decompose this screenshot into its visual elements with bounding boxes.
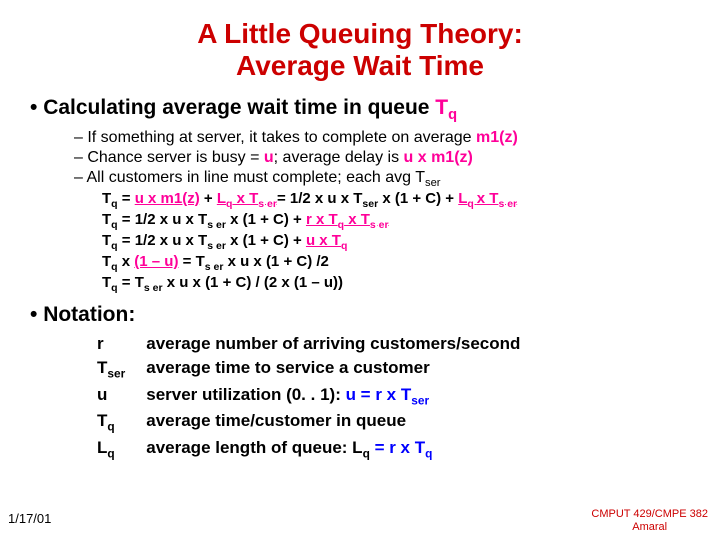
e4a: T — [102, 253, 111, 270]
sub3sub: ser — [425, 177, 441, 189]
slide-title: A Little Queuing Theory: Average Wait Ti… — [30, 18, 690, 82]
e2bs: s er — [207, 219, 226, 231]
e1k: x T — [477, 190, 499, 207]
sub-bullet-3: – All customers in line must complete; e… — [74, 168, 690, 190]
e4b: x — [118, 253, 135, 270]
ub: u = r x T — [346, 385, 412, 404]
sub1b: m1(z) — [476, 129, 518, 146]
row-tser: Tser average time to service a customer — [96, 357, 538, 381]
footer-course: CMPUT 429/CMPE 382 Amaral — [591, 508, 708, 534]
e5c: x u x (1 + C) / (2 x (1 – u)) — [163, 274, 343, 291]
e1js: q — [467, 198, 476, 210]
eq5: Tq = Ts er x u x (1 + C) / (2 x (1 – u)) — [102, 274, 690, 295]
lqb: = r x T — [375, 438, 426, 457]
lq-s: q — [107, 446, 114, 460]
eq1: Tq = u x m1(z) + Lq x Ts er= 1/2 x u x T… — [102, 190, 690, 211]
author: Amaral — [632, 521, 667, 533]
e1d: u x m1(z) — [135, 190, 200, 207]
row-lq: Lq average length of queue: Lq = r x Tq — [96, 437, 538, 461]
slide: A Little Queuing Theory: Average Wait Ti… — [0, 0, 720, 540]
def-tser: average time to service a customer — [145, 357, 538, 381]
notation-table: r average number of arriving customers/s… — [94, 331, 540, 463]
sym-u: u — [96, 384, 143, 408]
eq3: Tq = 1/2 x u x Ts er x (1 + C) + u x Tq — [102, 232, 690, 253]
sym-tser: Tser — [96, 357, 143, 381]
row-r: r average number of arriving customers/s… — [96, 333, 538, 355]
e1hs: ser — [362, 198, 378, 210]
bullet-calc: • Calculating average wait time in queue… — [30, 96, 690, 123]
def-lq: average length of queue: Lq = r x Tq — [145, 437, 538, 461]
e2e: x T — [344, 211, 370, 228]
e2c: x (1 + C) + — [226, 211, 306, 228]
tser-s: ser — [107, 367, 125, 381]
lqbs: q — [425, 446, 432, 460]
tq-sub: q — [448, 108, 457, 124]
sub3a: All customers in line must complete; eac… — [86, 169, 425, 186]
tser-t: T — [97, 358, 107, 377]
sym-r: r — [96, 333, 143, 355]
lqas: q — [363, 446, 370, 460]
sub-bullet-2: – Chance server is busy = u; average del… — [74, 148, 690, 168]
tq-s: q — [107, 420, 114, 434]
e2b: = 1/2 x u x T — [118, 211, 208, 228]
def-tq: average time/customer in queue — [145, 410, 538, 434]
bullet-notation: • Notation: — [30, 303, 690, 327]
e4c: (1 – u) — [134, 253, 178, 270]
sub1a: If something at server, it takes to comp… — [87, 129, 476, 146]
lq-t: L — [97, 438, 107, 457]
def-r: average number of arriving customers/sec… — [145, 333, 538, 355]
e5b: = T — [118, 274, 144, 291]
def-u: server utilization (0. . 1): u = r x Tse… — [145, 384, 538, 408]
eq2: Tq = 1/2 x u x Ts er x (1 + C) + r x Tq … — [102, 211, 690, 232]
notation-text: Notation: — [43, 303, 135, 326]
e3ds: q — [341, 240, 347, 252]
course-code: CMPUT 429/CMPE 382 — [591, 508, 708, 520]
e3d: u x T — [306, 232, 341, 249]
e2d: r x T — [306, 211, 338, 228]
e2a: T — [102, 211, 111, 228]
ua: server utilization (0. . 1): — [146, 385, 345, 404]
e4e: x u x (1 + C) /2 — [223, 253, 328, 270]
tq-sym: T — [435, 96, 448, 119]
e1h: = 1/2 x u x T — [277, 190, 362, 207]
sym-lq: Lq — [96, 437, 143, 461]
footer-date: 1/17/01 — [8, 511, 51, 526]
e1g: x T — [232, 190, 258, 207]
e4d: = T — [178, 253, 204, 270]
sub-bullet-1: – If something at server, it takes to co… — [74, 128, 690, 148]
e1ks: s er — [498, 198, 517, 210]
row-u: u server utilization (0. . 1): u = r x T… — [96, 384, 538, 408]
e1i: x (1 + C) + — [378, 190, 458, 207]
e5a: T — [102, 274, 111, 291]
lqa: average length of queue: L — [146, 438, 362, 457]
equation-block: Tq = u x m1(z) + Lq x Ts er= 1/2 x u x T… — [102, 190, 690, 296]
title-line2: Average Wait Time — [236, 50, 484, 81]
e4ds: s er — [205, 261, 224, 273]
e5bs: s er — [144, 282, 163, 294]
e1c: = — [118, 190, 135, 207]
e3c: x (1 + C) + — [226, 232, 306, 249]
e1gs: s er — [258, 198, 277, 210]
sym-tq: Tq — [96, 410, 143, 434]
sub2c: ; average delay is — [274, 149, 404, 166]
sub2a: Chance server is busy = — [87, 149, 264, 166]
sub2b: u — [264, 149, 274, 166]
bullet-calc-text: Calculating average wait time in queue — [43, 96, 435, 119]
e1e: + — [200, 190, 217, 207]
e1a: T — [102, 190, 111, 207]
e3a: T — [102, 232, 111, 249]
eq4: Tq x (1 – u) = Ts er x u x (1 + C) /2 — [102, 253, 690, 274]
title-line1: A Little Queuing Theory: — [197, 18, 523, 49]
e3b: = 1/2 x u x T — [118, 232, 208, 249]
e2es: s er — [370, 219, 389, 231]
e1f: L — [217, 190, 226, 207]
tq-t: T — [97, 411, 107, 430]
ubs: ser — [411, 393, 429, 407]
row-tq: Tq average time/customer in queue — [96, 410, 538, 434]
sub2d: u x m1(z) — [404, 149, 473, 166]
e3bs: s er — [207, 240, 226, 252]
